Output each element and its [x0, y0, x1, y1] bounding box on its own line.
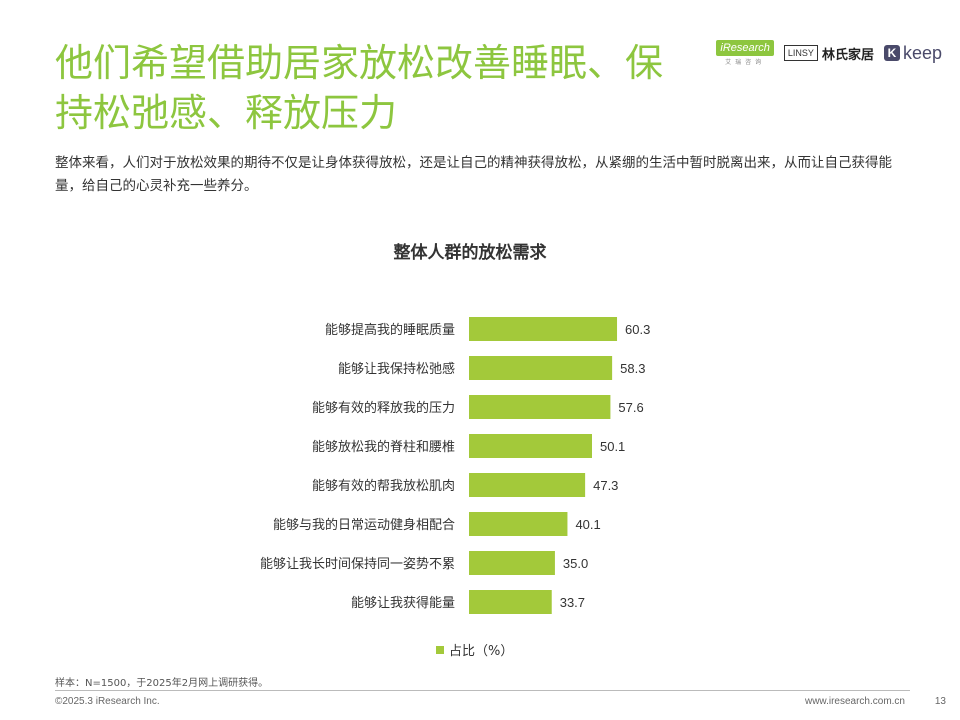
value-label: 57.6 — [618, 400, 643, 415]
logo-group: iResearch 艾瑞咨询 LINSY 林氏家居 K keep — [716, 38, 942, 68]
bar — [469, 512, 568, 536]
category-label: 能够有效的释放我的压力 — [312, 400, 455, 416]
bar — [469, 590, 552, 614]
page-description: 整体来看，人们对于放松效果的期待不仅是让身体获得放松，还是让自己的精神获得放松，… — [55, 155, 892, 194]
chart-legend: 占比（%） — [436, 640, 513, 659]
category-label: 能够让我获得能量 — [351, 595, 455, 611]
category-label: 能够让我长时间保持同一姿势不累 — [260, 556, 455, 572]
category-label: 能够放松我的脊柱和腰椎 — [312, 439, 455, 455]
bar — [469, 551, 555, 575]
iresearch-logo-text: iResearch — [716, 40, 774, 56]
source-note: 样本：N=1500，于2025年2月网上调研获得。 — [55, 678, 269, 689]
value-label: 47.3 — [593, 478, 618, 493]
bar — [469, 473, 586, 497]
footer-url[interactable]: www.iresearch.com.cn — [804, 696, 905, 707]
linsy-logo-text: 林氏家居 — [821, 47, 874, 63]
value-label: 50.1 — [600, 439, 625, 454]
linsy-logo: LINSY 林氏家居 — [783, 44, 874, 63]
linsy-logo-mark: LINSY — [783, 45, 818, 61]
iresearch-logo: iResearch 艾瑞咨询 — [716, 40, 774, 66]
keep-logo-text: keep — [902, 42, 942, 63]
bar — [469, 356, 613, 380]
value-label: 60.3 — [625, 322, 650, 337]
bar-chart: 能够提高我的睡眠质量 60.3 能够让我保持松弛感 58.3 能够有效的释放我的压力 57… — [260, 317, 650, 614]
category-label: 能够有效的帮我放松肌肉 — [312, 478, 455, 494]
keep-logo-mark: K — [883, 45, 900, 61]
category-label: 能够让我保持松弛感 — [338, 361, 455, 377]
value-label: 40.1 — [575, 517, 600, 532]
legend-swatch — [436, 645, 444, 654]
iresearch-logo-subtext: 艾瑞咨询 — [725, 59, 766, 66]
page-number: 13 — [934, 696, 946, 707]
value-label: 35.0 — [563, 556, 588, 571]
footer-divider — [55, 690, 910, 691]
legend-label: 占比（%） — [449, 644, 514, 659]
bar — [469, 434, 592, 458]
value-label: 33.7 — [560, 595, 585, 610]
keep-logo: K keep — [883, 42, 942, 64]
category-label: 能够提高我的睡眠质量 — [325, 322, 455, 338]
page-title: 他们希望借助居家放松改善睡眠、保持松弛感、释放压力 — [55, 41, 664, 135]
bar — [469, 395, 611, 419]
copyright-text: ©2025.3 iResearch Inc. — [55, 696, 160, 707]
bar — [469, 317, 618, 341]
value-label: 58.3 — [620, 361, 645, 376]
category-label: 能够与我的日常运动健身相配合 — [273, 517, 455, 533]
chart-title: 整体人群的放松需求 — [393, 243, 547, 263]
